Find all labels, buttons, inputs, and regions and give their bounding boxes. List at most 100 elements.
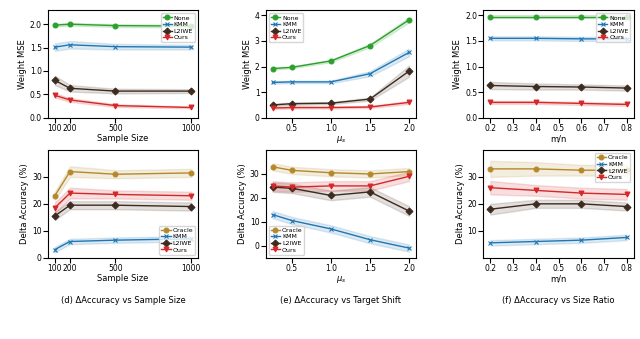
L2IWE [327, 194, 335, 198]
KMM [532, 36, 540, 40]
L2IWE [405, 69, 413, 73]
Oracle [66, 170, 74, 174]
Ours [366, 184, 374, 188]
L2IWE [366, 97, 374, 101]
KMM [405, 51, 413, 55]
L2IWE [532, 202, 540, 206]
Legend: Oracle, KMM, L2IWE, Ours: Oracle, KMM, L2IWE, Ours [159, 225, 195, 255]
Line: L2IWE: L2IWE [270, 185, 412, 214]
KMM [288, 80, 296, 84]
Legend: None, KMM, L2IWE, Ours: None, KMM, L2IWE, Ours [269, 13, 303, 42]
Ours [405, 100, 413, 104]
Oracle [327, 171, 335, 175]
Line: Ours: Ours [52, 93, 194, 110]
Legend: None, KMM, L2IWE, Ours: None, KMM, L2IWE, Ours [161, 13, 195, 42]
None [269, 66, 276, 71]
KMM [66, 43, 74, 47]
KMM [269, 213, 276, 217]
Ours [327, 105, 335, 109]
Line: Oracle: Oracle [488, 166, 629, 173]
Y-axis label: Weight MSE: Weight MSE [18, 39, 27, 89]
Ours [51, 206, 59, 210]
L2IWE [269, 103, 276, 107]
Oracle [405, 170, 413, 174]
Oracle [188, 171, 195, 175]
L2IWE [486, 207, 494, 211]
Line: Oracle: Oracle [52, 169, 194, 198]
Line: Ours: Ours [52, 191, 194, 210]
L2IWE [577, 85, 585, 89]
None [366, 43, 374, 47]
L2IWE [111, 89, 119, 93]
L2IWE [51, 214, 59, 218]
KMM [577, 238, 585, 242]
Line: KMM: KMM [488, 235, 629, 245]
KMM [327, 227, 335, 231]
Ours [327, 184, 335, 188]
X-axis label: $\mu_s$: $\mu_s$ [335, 134, 346, 145]
Oracle [288, 168, 296, 173]
Line: None: None [270, 18, 412, 71]
Line: L2IWE: L2IWE [488, 201, 629, 212]
Ours [66, 98, 74, 102]
L2IWE [66, 86, 74, 90]
Line: KMM: KMM [52, 42, 194, 49]
Oracle [623, 168, 630, 172]
None [288, 65, 296, 69]
Oracle [532, 167, 540, 171]
Title: (a) Weight MSE vs Sample Size: (a) Weight MSE vs Sample Size [58, 156, 188, 165]
Ours [486, 186, 494, 190]
KMM [66, 239, 74, 243]
KMM [577, 37, 585, 41]
Ours [623, 102, 630, 106]
KMM [188, 237, 195, 241]
L2IWE [51, 78, 59, 82]
Oracle [111, 172, 119, 176]
Ours [486, 100, 494, 104]
KMM [486, 241, 494, 245]
Ours [269, 106, 276, 110]
Y-axis label: Delta Accuracy (%): Delta Accuracy (%) [20, 163, 29, 244]
Ours [405, 174, 413, 178]
None [577, 15, 585, 19]
L2IWE [623, 86, 630, 90]
Line: Ours: Ours [270, 174, 412, 190]
Legend: Oracle, KMM, L2IWE, Ours: Oracle, KMM, L2IWE, Ours [269, 225, 305, 255]
KMM [327, 80, 335, 84]
Title: (b) Weight MSE vs Target Shift: (b) Weight MSE vs Target Shift [278, 156, 404, 165]
Ours [577, 101, 585, 105]
Ours [366, 105, 374, 109]
Ours [532, 100, 540, 104]
Y-axis label: Delta Accuracy (%): Delta Accuracy (%) [238, 163, 247, 244]
Ours [532, 188, 540, 193]
L2IWE [327, 101, 335, 105]
Line: Ours: Ours [488, 185, 629, 197]
None [188, 24, 195, 28]
KMM [623, 235, 630, 239]
L2IWE [269, 185, 276, 189]
KMM [366, 72, 374, 76]
L2IWE [188, 89, 195, 93]
Ours [66, 191, 74, 195]
X-axis label: m/n: m/n [550, 134, 566, 143]
KMM [532, 239, 540, 243]
Line: Oracle: Oracle [270, 164, 412, 176]
L2IWE [188, 204, 195, 208]
Oracle [51, 194, 59, 198]
Ours [288, 105, 296, 109]
Legend: Oracle, KMM, L2IWE, Ours: Oracle, KMM, L2IWE, Ours [595, 153, 630, 182]
L2IWE [66, 203, 74, 207]
X-axis label: $\mu_s$: $\mu_s$ [335, 274, 346, 285]
Title: (c) Weight MSE vs Size Ratio: (c) Weight MSE vs Size Ratio [499, 156, 618, 165]
L2IWE [486, 83, 494, 87]
Ours [111, 104, 119, 108]
Line: KMM: KMM [488, 36, 629, 41]
None [623, 15, 630, 19]
KMM [111, 238, 119, 242]
KMM [51, 247, 59, 252]
KMM [366, 238, 374, 242]
Ours [51, 93, 59, 97]
KMM [623, 37, 630, 41]
Ours [188, 105, 195, 109]
KMM [51, 45, 59, 49]
